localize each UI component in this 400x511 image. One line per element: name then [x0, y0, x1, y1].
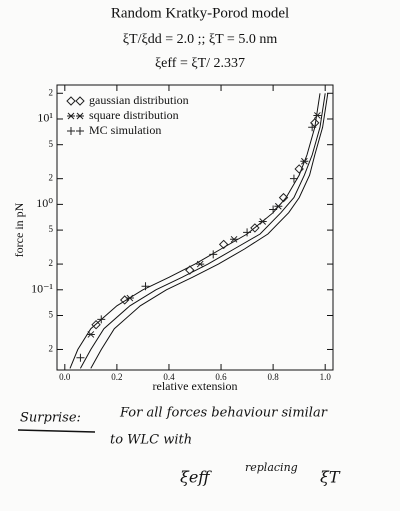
x-tick-label: 0.8	[267, 372, 279, 382]
y-tick-label: 10⁰	[36, 196, 53, 210]
point	[289, 174, 298, 183]
point	[185, 265, 195, 275]
curve	[79, 93, 326, 369]
note: replacing	[245, 461, 298, 474]
x-tick-label: 1.0	[320, 372, 332, 382]
chart-subtitle: ξT/ξdd = 2.0 ;; ξT = 5.0 nm	[123, 32, 278, 47]
point	[141, 282, 150, 291]
point	[91, 319, 101, 330]
x-axis-label: relative extension	[153, 379, 238, 393]
y-tick-label: 5	[49, 224, 54, 234]
point	[243, 228, 252, 237]
y-tick-label: 2	[49, 173, 54, 183]
legend-marker	[67, 112, 84, 120]
note: ξT	[320, 468, 341, 487]
y-tick-label: 2	[49, 344, 54, 354]
point	[125, 294, 134, 302]
legend-label: square distribution	[89, 108, 179, 122]
curve	[90, 93, 329, 369]
note: For all forces behaviour similar	[119, 406, 328, 421]
x-tick-label: 0.4	[163, 372, 175, 382]
point	[313, 112, 322, 119]
note: ξeff	[180, 468, 212, 487]
x-tick-label: 0.6	[215, 372, 227, 382]
point	[278, 192, 289, 203]
y-tick-label: 2	[49, 258, 54, 268]
note: to WLC with	[110, 433, 192, 448]
y-tick-label: 5	[49, 310, 54, 320]
y-tick-label: 2	[49, 87, 54, 97]
point	[230, 235, 239, 243]
x-tick-label: 0.0	[59, 372, 71, 382]
plot-frame	[56, 84, 334, 371]
legend-label: gaussian distribution	[89, 93, 189, 107]
y-tick-label: 10¹	[37, 111, 53, 125]
point	[269, 205, 278, 214]
point	[218, 239, 229, 250]
x-tick-label: 0.2	[111, 372, 122, 382]
note: Surprise:	[20, 411, 81, 426]
point	[97, 315, 106, 324]
legend-label: MC simulation	[89, 123, 161, 137]
point	[119, 295, 130, 305]
point	[196, 260, 205, 268]
legend-marker	[66, 96, 85, 106]
point	[86, 331, 95, 338]
point	[258, 218, 267, 225]
legend-marker	[67, 127, 84, 135]
underline	[17, 429, 96, 433]
point	[76, 353, 85, 362]
chart-title: Random Kratky-Porod model	[111, 5, 289, 21]
point	[294, 164, 304, 174]
y-tick-label: 10⁻¹	[31, 282, 53, 296]
y-tick-label: 5	[49, 139, 54, 149]
chart-subtitle: ξeff = ξT/ 2.337	[155, 56, 245, 71]
point	[209, 250, 218, 259]
point	[250, 223, 260, 233]
y-axis-label: force in pN	[12, 202, 26, 257]
point	[300, 157, 309, 165]
point	[274, 202, 283, 210]
point	[308, 123, 317, 132]
